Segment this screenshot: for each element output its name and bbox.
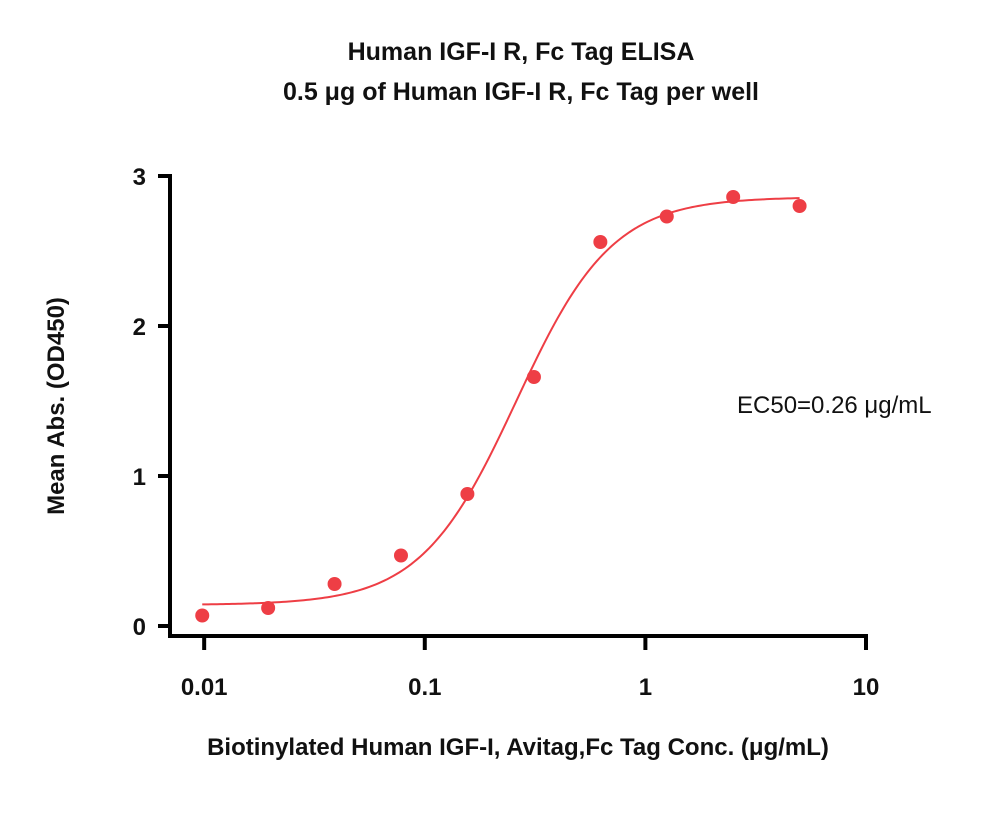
chart-subtitle: 0.5 μg of Human IGF-I R, Fc Tag per well xyxy=(283,78,759,106)
chart-title: Human IGF-I R, Fc Tag ELISA xyxy=(348,38,695,66)
data-point xyxy=(659,209,674,224)
x-ticks: 0.01 0.1 1 10 xyxy=(181,636,880,701)
data-point xyxy=(726,190,741,204)
data-points xyxy=(195,190,807,623)
data-point xyxy=(526,370,541,384)
y-axis-label: Mean Abs. (OD450) xyxy=(43,297,70,515)
data-point xyxy=(593,235,608,249)
data-point xyxy=(460,487,475,501)
x-tick-label: 0.01 xyxy=(181,674,228,701)
fit-curve xyxy=(202,197,800,606)
y-ticks: 0 1 2 3 xyxy=(133,164,170,641)
x-tick-label: 0.1 xyxy=(408,674,441,701)
y-tick-label: 2 xyxy=(133,314,146,341)
data-point xyxy=(327,577,342,591)
x-axis-label: Biotinylated Human IGF-I, Avitag,Fc Tag … xyxy=(207,734,829,761)
y-tick-label: 1 xyxy=(133,464,146,491)
axes xyxy=(168,174,868,638)
x-tick-label: 10 xyxy=(853,674,880,701)
data-point xyxy=(393,548,408,563)
ec50-annotation: EC50=0.26 μg/mL xyxy=(737,392,932,419)
y-tick-label: 0 xyxy=(133,614,146,641)
y-tick-label: 3 xyxy=(133,164,146,191)
data-point xyxy=(195,608,210,623)
data-point xyxy=(261,601,276,615)
data-point xyxy=(792,199,807,213)
x-tick-label: 1 xyxy=(639,674,652,701)
